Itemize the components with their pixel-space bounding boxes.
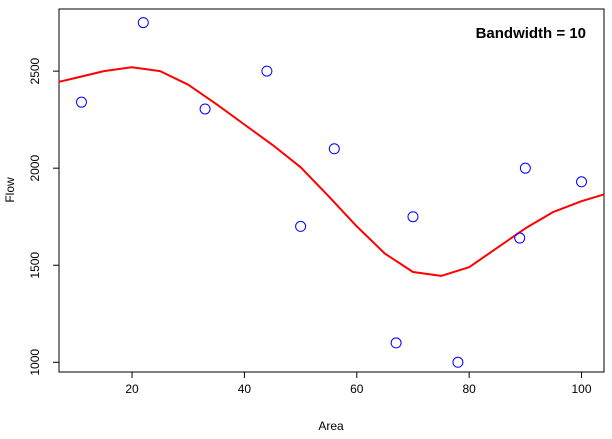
y-tick-label: 1500 — [28, 252, 42, 279]
data-point — [576, 176, 588, 188]
data-point — [519, 162, 531, 174]
x-axis-title: Area — [318, 419, 344, 433]
data-point — [407, 211, 419, 223]
data-point — [261, 65, 273, 77]
y-tick-label: 1000 — [28, 349, 42, 376]
x-tick-label: 80 — [462, 382, 476, 396]
plot-box — [58, 8, 605, 373]
y-axis-title: Flow — [3, 177, 17, 203]
data-point — [199, 103, 211, 115]
data-point — [328, 143, 340, 155]
data-point — [137, 17, 149, 29]
data-point — [514, 232, 526, 244]
x-tick-label: 40 — [238, 382, 252, 396]
x-tick-label: 20 — [125, 382, 139, 396]
scatter-series — [75, 17, 588, 368]
y-tick-label: 2500 — [28, 57, 42, 84]
x-tick-label: 60 — [350, 382, 364, 396]
y-tick-label: 2000 — [28, 155, 42, 182]
data-point — [390, 337, 402, 349]
data-point — [295, 220, 307, 232]
x-axis: 20 40 60 80 100 — [125, 372, 592, 396]
data-point — [75, 96, 87, 108]
bandwidth-annotation: Bandwidth = 10 — [476, 25, 586, 42]
y-axis: 1000 1500 2000 2500 — [28, 57, 59, 376]
data-point — [452, 356, 464, 368]
x-tick-label: 100 — [572, 382, 592, 396]
